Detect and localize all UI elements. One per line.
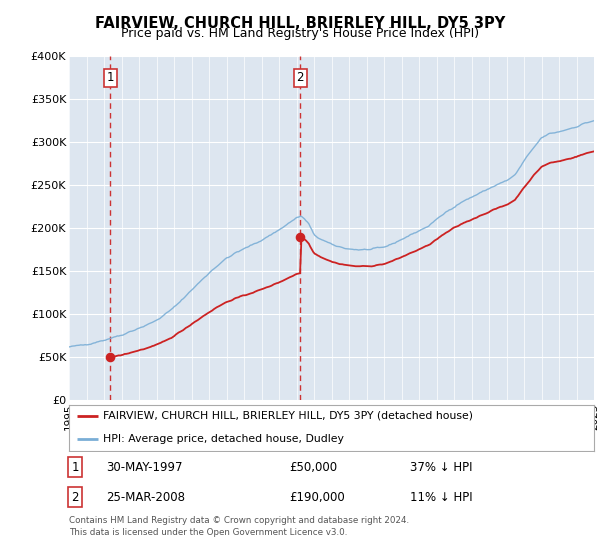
Text: £50,000: £50,000 [290, 460, 338, 474]
Text: FAIRVIEW, CHURCH HILL, BRIERLEY HILL, DY5 3PY (detached house): FAIRVIEW, CHURCH HILL, BRIERLEY HILL, DY… [103, 411, 473, 421]
Text: 2: 2 [296, 72, 304, 85]
Text: 37% ↓ HPI: 37% ↓ HPI [410, 460, 473, 474]
Text: 11% ↓ HPI: 11% ↓ HPI [410, 491, 473, 504]
Text: 1: 1 [71, 460, 79, 474]
Text: £190,000: £190,000 [290, 491, 345, 504]
Text: 25-MAR-2008: 25-MAR-2008 [106, 491, 185, 504]
Point [106, 353, 115, 362]
Text: Contains HM Land Registry data © Crown copyright and database right 2024.
This d: Contains HM Land Registry data © Crown c… [69, 516, 409, 537]
Text: HPI: Average price, detached house, Dudley: HPI: Average price, detached house, Dudl… [103, 434, 344, 444]
Text: 1: 1 [107, 72, 114, 85]
Text: Price paid vs. HM Land Registry's House Price Index (HPI): Price paid vs. HM Land Registry's House … [121, 27, 479, 40]
Point [296, 232, 305, 241]
Text: 2: 2 [71, 491, 79, 504]
Text: FAIRVIEW, CHURCH HILL, BRIERLEY HILL, DY5 3PY: FAIRVIEW, CHURCH HILL, BRIERLEY HILL, DY… [95, 16, 505, 31]
Text: 30-MAY-1997: 30-MAY-1997 [106, 460, 182, 474]
